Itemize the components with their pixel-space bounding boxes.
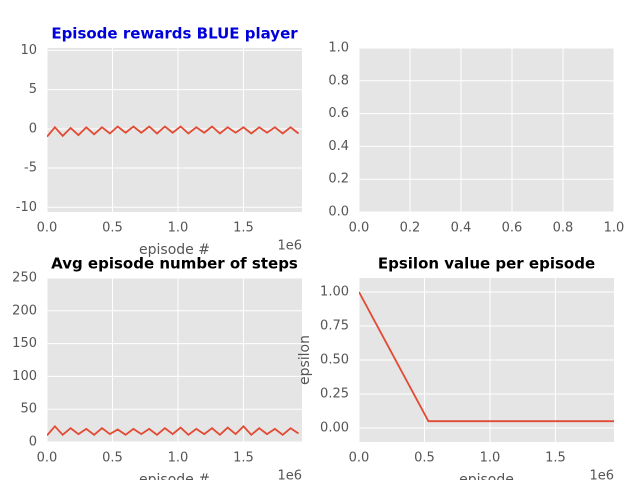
x-tick-label: 1.0 [168,451,189,466]
y-tick-label: 0 [29,121,37,136]
chart-title: Avg episode number of steps [51,255,298,273]
y-tick-label: 50 [20,402,37,417]
y-tick-label: 0.8 [328,73,349,88]
x-tick-label: 1.5 [233,451,254,466]
x-tick-label: 1.0 [480,451,501,466]
x-offset-label: 1e6 [277,239,302,254]
y-tick-label: 1.00 [320,285,349,300]
y-tick-label: 0.2 [328,172,349,187]
x-offset-label: 1e6 [589,469,614,480]
chart-title: Epsilon value per episode [378,255,595,273]
series-line [359,291,614,423]
y-tick-label: 0.6 [328,106,349,121]
chart-title: Episode rewards BLUE player [51,25,298,43]
x-tick-label: 0.0 [37,221,58,236]
y-tick-label: 0.25 [320,386,349,401]
y-tick-label: 0.75 [320,319,349,334]
y-tick-label: 0 [29,435,37,450]
y-tick-label: 100 [12,369,37,384]
x-axis-label: episode [459,472,514,480]
y-tick-label: -10 [16,200,37,215]
x-tick-label: 0.0 [349,451,370,466]
y-tick-label: -5 [24,161,37,176]
x-tick-label: 0.8 [553,221,574,236]
x-tick-label: 0.0 [349,221,370,236]
series-line [47,424,300,437]
series-line [47,125,300,138]
y-tick-label: 250 [12,271,37,286]
x-axis-label: episode # [139,472,210,480]
x-axis-label: episode # [139,242,210,258]
x-tick-label: 0.2 [400,221,421,236]
y-tick-label: 0.4 [328,139,349,154]
y-tick-label: 1.0 [328,41,349,56]
x-tick-label: 0.0 [37,451,58,466]
x-tick-label: 0.4 [451,221,472,236]
y-tick-label: 10 [20,43,37,58]
plot-area [47,278,302,442]
y-tick-label: 0.50 [320,353,349,368]
y-tick-label: 5 [29,82,37,97]
plot-area [359,48,614,212]
y-tick-label: 150 [12,336,37,351]
y-axis-label: epsilon [297,335,313,385]
x-tick-label: 0.5 [102,221,123,236]
y-tick-label: 0.00 [320,420,349,435]
x-tick-label: 0.6 [502,221,523,236]
x-tick-label: 1.5 [233,221,254,236]
x-tick-label: 1.5 [545,451,566,466]
x-tick-label: 0.5 [414,451,435,466]
x-offset-label: 1e6 [277,469,302,480]
y-tick-label: 0.0 [328,205,349,220]
x-tick-label: 1.0 [604,221,625,236]
x-tick-label: 0.5 [102,451,123,466]
x-tick-label: 1.0 [168,221,189,236]
y-tick-label: 200 [12,303,37,318]
